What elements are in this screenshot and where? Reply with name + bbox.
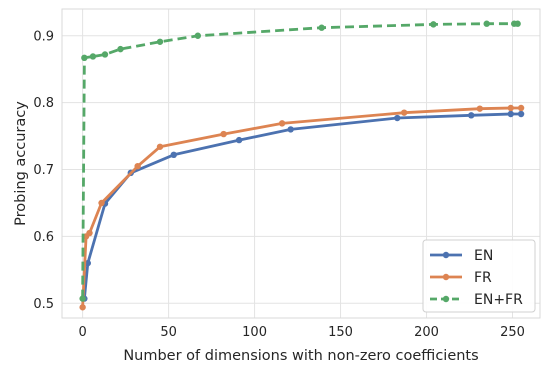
y-tick-label: 0.9 (33, 29, 54, 44)
data-point-en (394, 114, 401, 122)
legend: EN FR EN+FR (422, 239, 536, 313)
data-point-fr (134, 162, 141, 170)
data-point-en (468, 112, 475, 119)
data-point-en-fr (318, 24, 325, 31)
legend-label: EN (474, 248, 493, 264)
y-tick-label: 0.7 (33, 163, 54, 178)
data-point-fr (98, 199, 105, 207)
x-tick-label: 0 (78, 325, 86, 340)
x-axis-label: Number of dimensions with non-zero coeff… (123, 348, 478, 364)
series-layer (79, 20, 525, 311)
legend-marker (442, 251, 450, 259)
data-point-fr (278, 120, 286, 127)
legend-item-fr: FR (430, 270, 492, 286)
data-point-fr (517, 104, 525, 112)
y-axis-label: Probing accuracy (13, 101, 29, 226)
y-tick-label: 0.6 (33, 230, 54, 245)
data-point-en-fr (194, 32, 202, 39)
data-point-en (170, 151, 177, 159)
legend-marker (442, 295, 450, 303)
legend-marker (442, 273, 450, 281)
data-point-fr (507, 104, 514, 112)
y-tick-label: 0.8 (33, 96, 54, 111)
data-point-en (517, 110, 525, 118)
x-tick-label: 50 (160, 325, 177, 340)
data-point-en (235, 136, 243, 144)
data-point-en-fr (430, 21, 437, 28)
x-tick-label: 250 (500, 325, 525, 340)
y-tick-label: 0.5 (33, 297, 54, 312)
legend-label: EN+FR (474, 292, 523, 308)
legend-item-en: EN (430, 248, 493, 264)
data-point-fr (220, 130, 227, 138)
data-point-fr (156, 143, 164, 150)
data-point-en-fr (79, 295, 86, 302)
legend-box (422, 239, 536, 313)
data-point-fr (79, 304, 86, 311)
data-point-en (507, 110, 514, 118)
data-point-en-fr (156, 38, 164, 45)
plot-frame (61, 8, 541, 319)
legend-item-en-fr: EN+FR (430, 292, 523, 308)
data-point-en-fr (514, 20, 521, 27)
data-point-en-fr (81, 54, 88, 62)
data-point-en-fr (483, 20, 490, 27)
series-line-en-fr (81, 22, 518, 299)
data-point-fr (476, 105, 484, 112)
data-point-en (287, 126, 294, 133)
legend-label: FR (474, 270, 492, 286)
data-point-fr (400, 109, 408, 116)
data-point-fr (86, 229, 93, 237)
tick-labels: 0 50 100 150 200 250 0.5 0.6 0.7 0.8 0.9 (33, 29, 525, 340)
data-point-en-fr (117, 45, 124, 53)
data-point-en-fr (101, 51, 109, 58)
series-en-fr (79, 20, 521, 302)
x-tick-label: 100 (242, 325, 267, 340)
x-tick-label: 200 (414, 325, 439, 340)
data-point-en-fr (89, 53, 97, 60)
x-tick-label: 150 (328, 325, 353, 340)
